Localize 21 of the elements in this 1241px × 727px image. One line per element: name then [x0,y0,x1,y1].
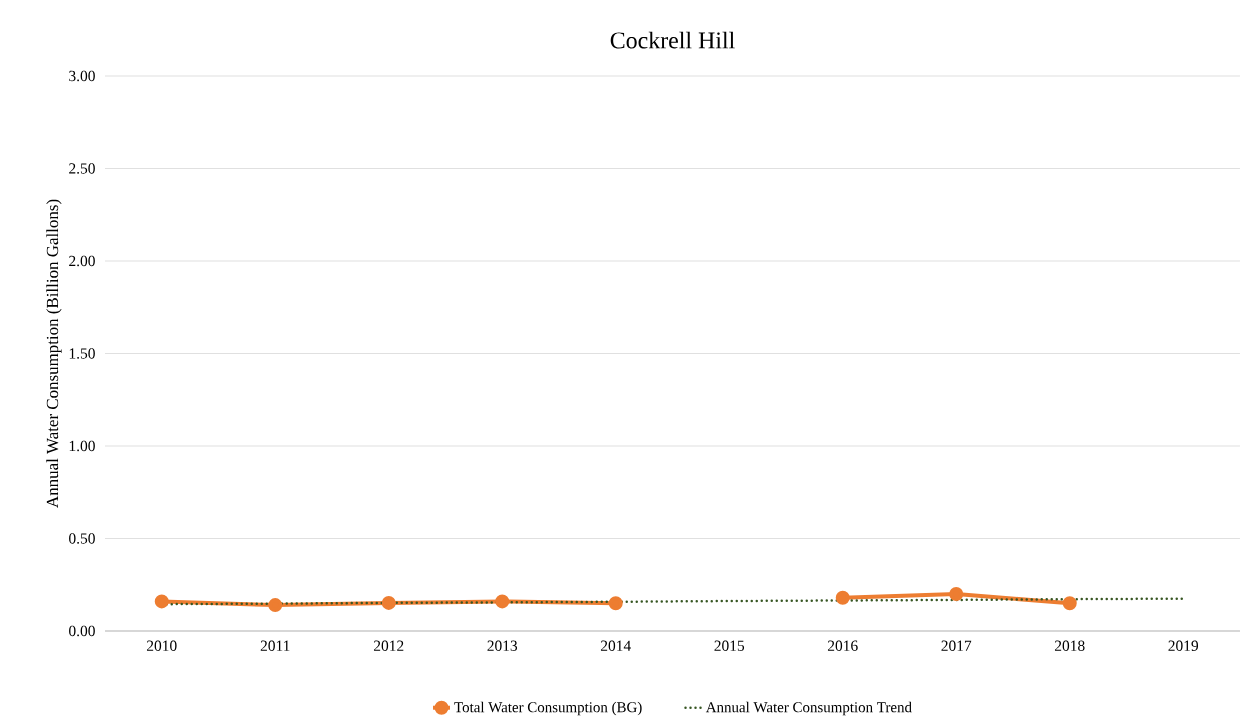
y-tick-label: 2.50 [69,163,95,174]
y-axis-title: Annual Water Consumption (Billion Gallons) [46,199,62,508]
y-tick-label: 1.00 [69,440,95,452]
x-tick-label: 2014 [600,640,631,651]
y-tick-label: 0.50 [69,533,95,544]
x-tick-label: 2016 [827,640,858,651]
x-tick-label: 2015 [714,640,745,651]
x-tick-label: 2012 [373,640,404,651]
legend-label: Total Water Consumption (BG) [454,701,642,716]
x-tick-label: 2013 [487,640,518,651]
y-tick-label: 0.00 [69,625,95,637]
x-tick-label: 2010 [146,640,177,651]
legend-label: Annual Water Consumption Trend [705,701,912,716]
y-tick-label: 1.50 [69,348,95,359]
x-tick-label: 2017 [941,640,972,651]
y-tick-label: 3.00 [69,70,95,82]
x-tick-label: 2018 [1054,640,1085,651]
x-tick-label: 2011 [260,640,290,651]
x-tick-label: 2019 [1168,640,1199,651]
y-tick-label: 2.00 [69,255,95,267]
chart-title: Cockrell Hill [610,31,735,49]
